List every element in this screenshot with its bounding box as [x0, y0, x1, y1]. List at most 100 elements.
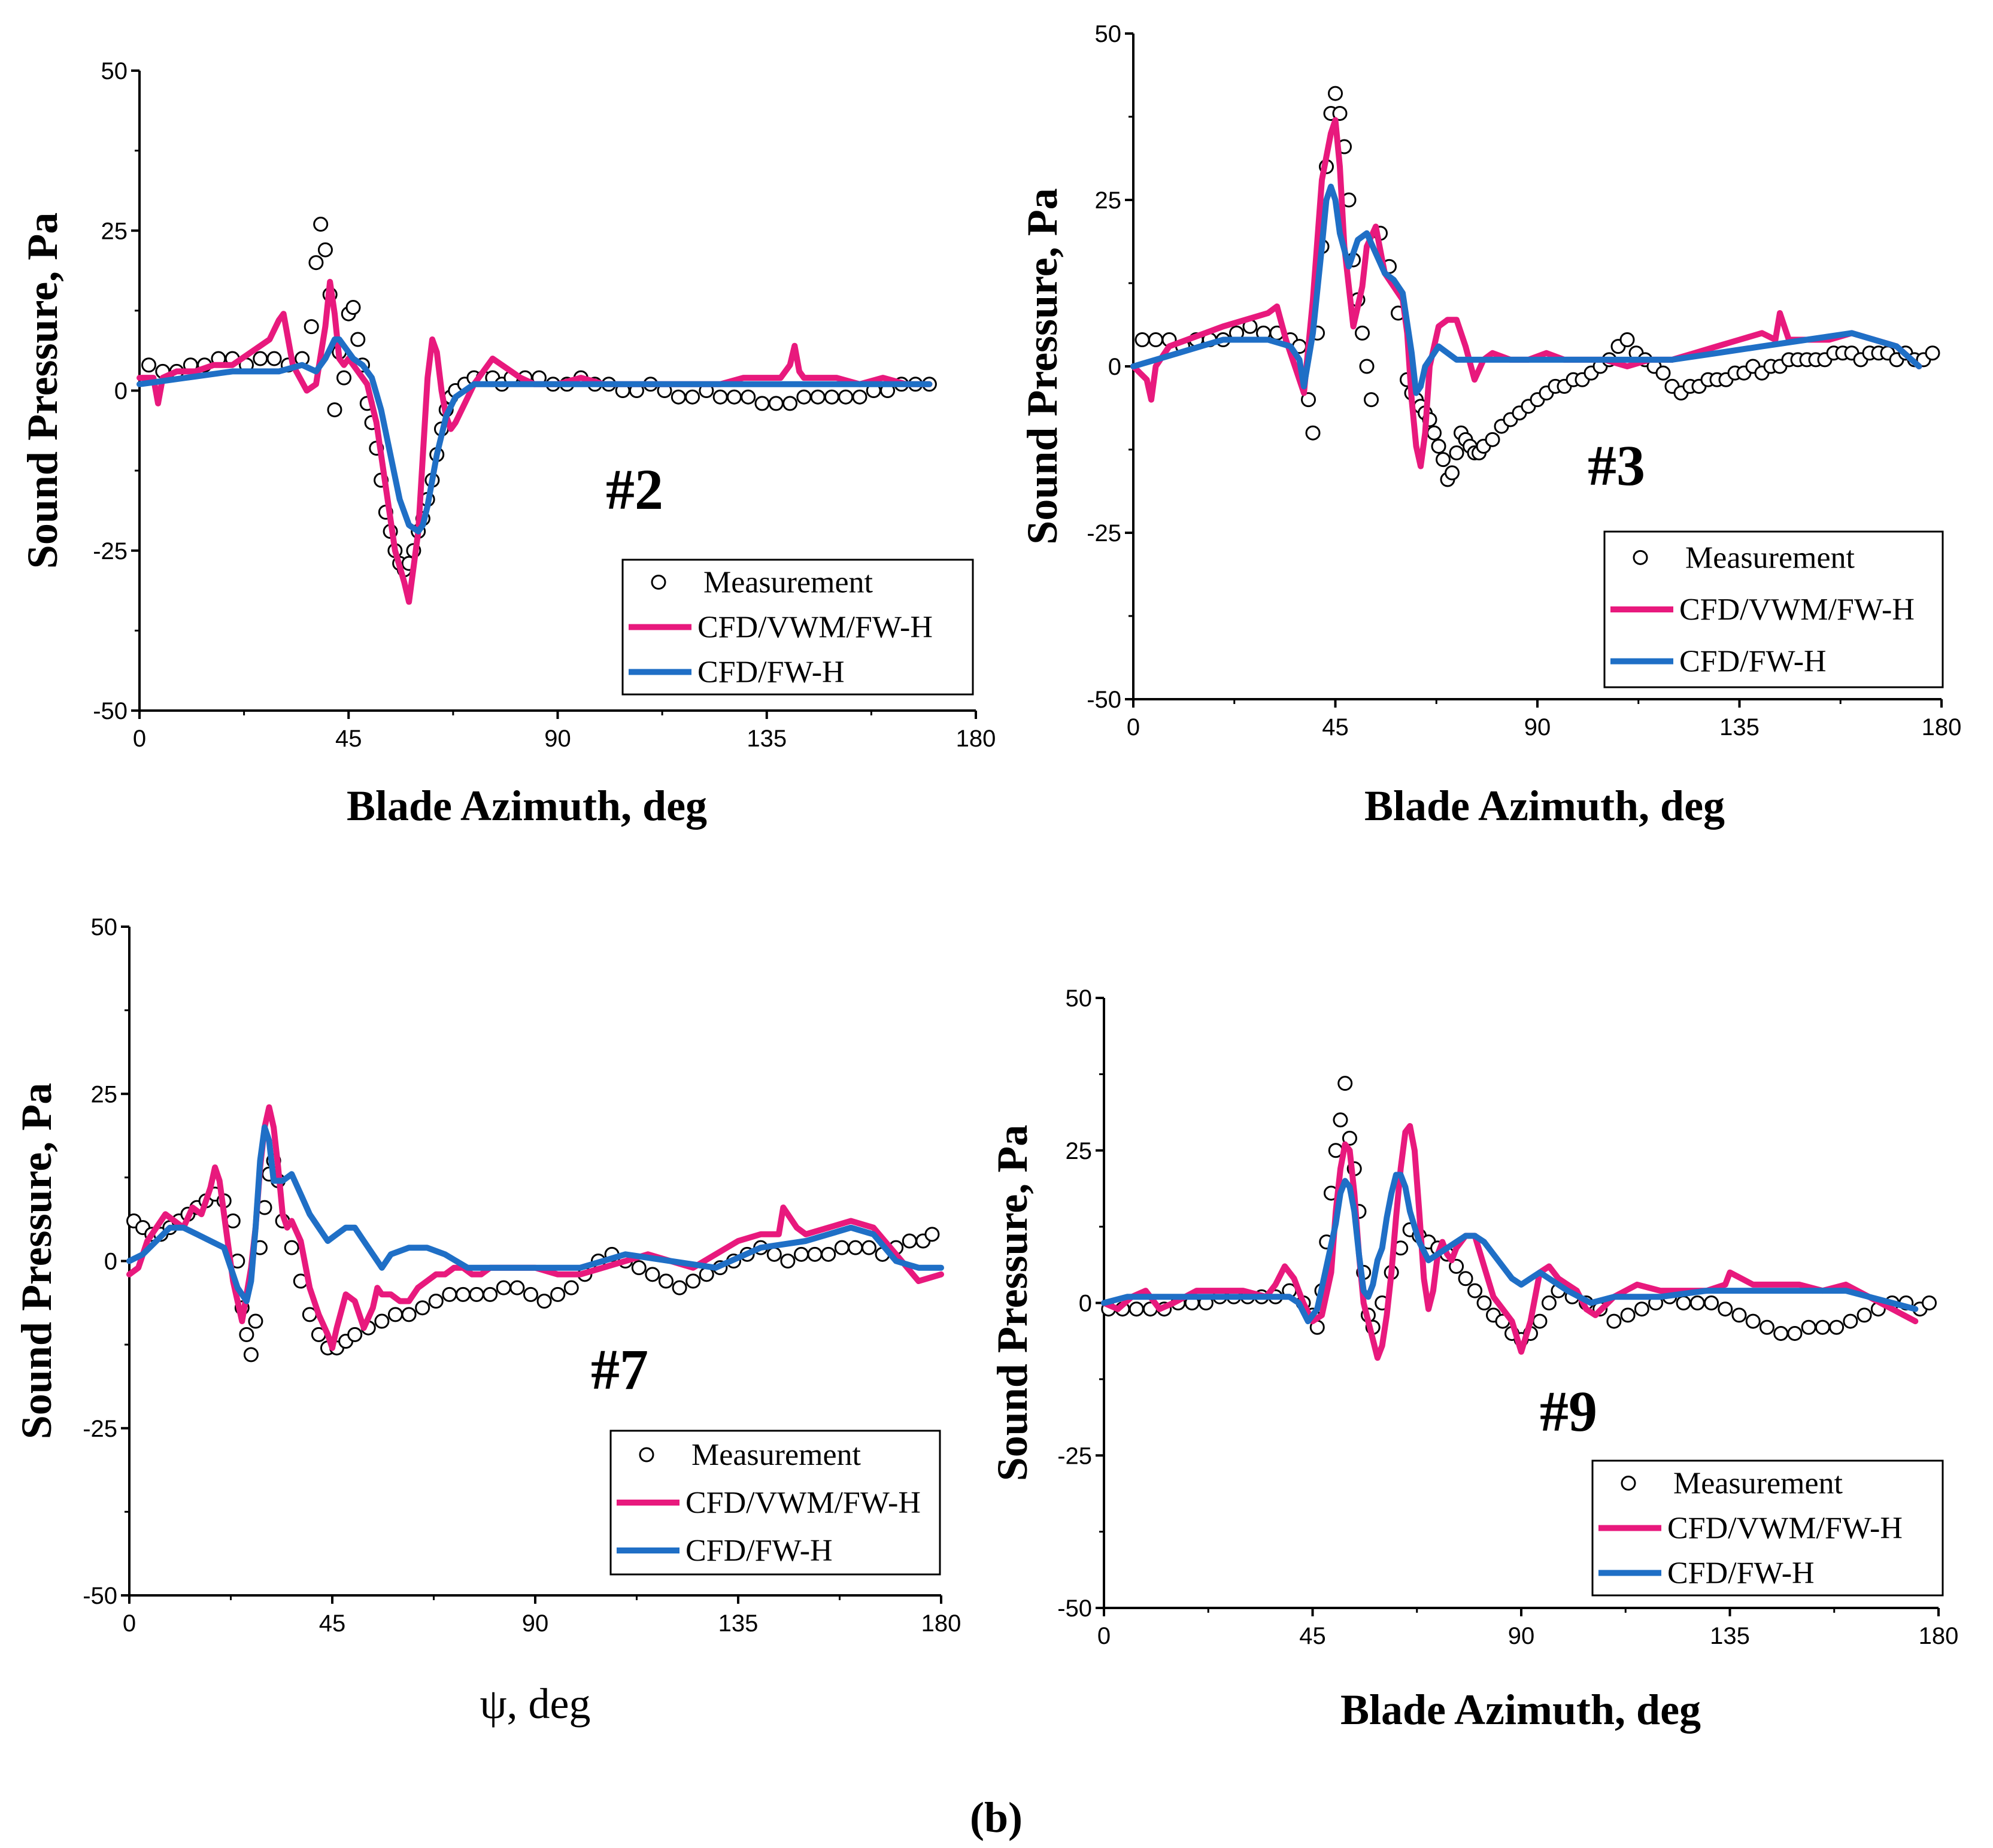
- measurement-point: [345, 300, 361, 315]
- measurement-point: [1922, 1295, 1937, 1310]
- measurement-point: [645, 1267, 660, 1282]
- measurement-point: [1689, 1295, 1705, 1310]
- measurement-point: [1333, 1112, 1348, 1128]
- measurement-point: [1445, 465, 1460, 481]
- y-tick-label: 25: [91, 1081, 118, 1107]
- legend-measurement-marker: [1633, 550, 1648, 565]
- y-axis-title: Sound Pressure, Pa: [988, 1125, 1036, 1481]
- legend-measurement-marker: [639, 1447, 654, 1462]
- y-tick-label: -50: [93, 698, 128, 724]
- measurement-point: [768, 396, 784, 411]
- x-tick-label: 0: [133, 726, 146, 752]
- y-tick-label: 0: [104, 1249, 117, 1275]
- measurement-point: [1925, 345, 1940, 361]
- cfd-vwm-fwh-line: [1130, 117, 1922, 469]
- measurement-point: [1458, 1271, 1473, 1286]
- panel-label: #9: [1540, 1379, 1597, 1443]
- x-tick-label: 180: [956, 726, 996, 752]
- legend-label: CFD/FW-H: [1679, 645, 1827, 679]
- measurement-point: [741, 389, 756, 405]
- measurement-point: [780, 1254, 796, 1269]
- measurement-point: [852, 389, 867, 405]
- cfd-vwm-fwh-line: [1101, 1123, 1919, 1361]
- measurement-point: [1787, 1325, 1803, 1341]
- y-axis-title: Sound Pressure, Pa: [1018, 188, 1066, 544]
- measurement-point: [496, 1280, 511, 1295]
- measurement-point: [1655, 365, 1671, 381]
- measurement-point: [1704, 1295, 1719, 1310]
- measurement-point: [821, 1246, 836, 1262]
- measurement-point: [1332, 105, 1348, 121]
- legend-label: Measurement: [703, 566, 873, 600]
- x-tick-label: 0: [1097, 1623, 1111, 1649]
- legend-label: Measurement: [1673, 1467, 1843, 1501]
- measurement-point: [509, 1280, 525, 1295]
- legend-label: CFD/FW-H: [1667, 1556, 1815, 1591]
- measurement-point: [861, 1240, 876, 1255]
- measurement-point: [838, 389, 854, 405]
- measurement-point: [902, 1233, 917, 1249]
- measurement-point: [672, 1280, 687, 1295]
- legend: Measurement CFD/VWM/FW-H CFD/FW-H: [621, 559, 974, 696]
- y-tick-label: 25: [1066, 1138, 1093, 1164]
- x-axis-title: ψ, deg: [480, 1680, 590, 1728]
- y-axis-title: Sound Pressure, Pa: [13, 1083, 60, 1439]
- legend-label: CFD/VWM/FW-H: [1679, 593, 1915, 627]
- measurement-point: [658, 1273, 674, 1289]
- x-tick-label: 0: [1127, 714, 1140, 741]
- measurement-point: [671, 389, 686, 405]
- measurement-point: [523, 1286, 538, 1302]
- x-tick-label: 90: [544, 726, 571, 752]
- figure-caption: (b): [970, 1794, 1023, 1841]
- chart-4: -50 -25 0 25 50 0 45 90 135 180 Sound Pressure, Pa…: [988, 985, 1958, 1734]
- measurement-point: [1532, 1313, 1548, 1329]
- measurement-point: [685, 389, 700, 405]
- measurement-point: [308, 255, 324, 271]
- measurement-point: [782, 396, 798, 411]
- y-tick-label: 0: [1108, 354, 1121, 380]
- measurement-point: [712, 389, 728, 405]
- measurement-point: [1467, 1283, 1483, 1298]
- measurement-point: [387, 1307, 403, 1322]
- y-tick-label: 25: [1095, 187, 1122, 214]
- chart-3: -50 -25 0 25 50 0 45 90 135 180 Sound Pressure, Pa…: [13, 914, 961, 1728]
- x-axis-title: Blade Azimuth, deg: [347, 782, 707, 830]
- y-tick-label: -25: [93, 538, 128, 565]
- x-tick-label: 90: [522, 1610, 549, 1637]
- x-axis-title: Blade Azimuth, deg: [1340, 1686, 1701, 1734]
- measurement-point: [1328, 86, 1343, 101]
- x-tick-label: 45: [319, 1610, 346, 1637]
- measurement-point: [317, 242, 333, 257]
- cfd-fwh-line: [1130, 183, 1922, 396]
- measurement-point: [428, 1294, 444, 1309]
- measurement-point: [347, 1327, 363, 1342]
- legend-label: CFD/VWM/FW-H: [697, 611, 933, 645]
- measurement-point: [1676, 1295, 1691, 1310]
- measurement-point: [141, 357, 157, 373]
- measurement-point: [848, 1240, 863, 1255]
- chart-2: -50 -25 0 25 50 0 45 90 135 180 Sound Pressure, Pa…: [1018, 21, 1961, 830]
- measurement-point: [1342, 1130, 1357, 1146]
- measurement-point: [350, 332, 366, 347]
- measurement-point: [1436, 452, 1451, 468]
- legend-label: CFD/FW-H: [697, 656, 845, 690]
- y-tick-label: 50: [1095, 21, 1122, 47]
- measurement-point: [1606, 1313, 1622, 1329]
- measurement-point: [1337, 1076, 1353, 1091]
- measurement-point: [807, 1246, 823, 1262]
- y-tick-label: 50: [91, 914, 118, 940]
- x-tick-label: 135: [718, 1610, 759, 1637]
- measurement-point: [1857, 1307, 1872, 1323]
- measurement-point: [1427, 425, 1442, 441]
- x-tick-label: 45: [335, 726, 362, 752]
- legend-label: Measurement: [691, 1438, 861, 1472]
- measurement-point: [1843, 1313, 1858, 1329]
- measurement-point: [1620, 1307, 1636, 1323]
- y-tick-label: 0: [1079, 1291, 1092, 1317]
- measurement-point: [313, 217, 329, 232]
- measurement-point: [442, 1286, 457, 1302]
- cfd-fwh-line: [136, 336, 933, 535]
- y-tick-label: 50: [101, 58, 128, 84]
- legend-label: CFD/FW-H: [685, 1534, 833, 1568]
